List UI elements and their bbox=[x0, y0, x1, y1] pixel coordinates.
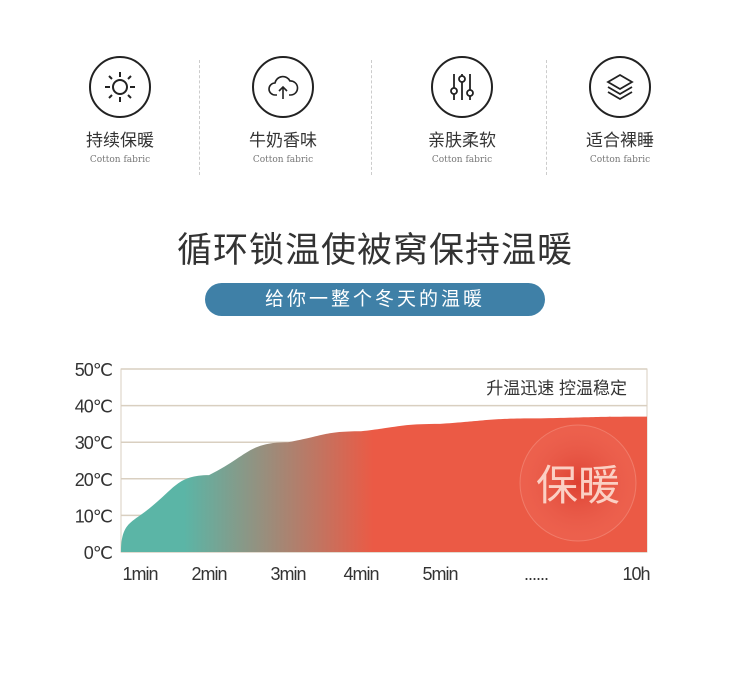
divider bbox=[371, 60, 372, 175]
feature-subtitle: Cotton fabric bbox=[431, 155, 493, 165]
feature-subtitle: Cotton fabric bbox=[252, 155, 314, 165]
layers-icon bbox=[589, 56, 651, 118]
feature-title: 亲肤柔软 bbox=[428, 131, 496, 151]
y-tick-label: 20℃ bbox=[75, 470, 112, 490]
y-tick-label: 50℃ bbox=[75, 360, 112, 380]
feature-subtitle: Cotton fabric bbox=[589, 155, 651, 165]
y-tick-label: 10℃ bbox=[75, 506, 112, 526]
sliders-icon bbox=[431, 56, 493, 118]
x-tick-label: 1min bbox=[122, 564, 157, 584]
feature-subtitle: Cotton fabric bbox=[89, 155, 151, 165]
x-tick-label: 10h bbox=[622, 564, 649, 584]
sun-icon bbox=[89, 56, 151, 118]
chart-annotation: 升温迅速 控温稳定 bbox=[486, 379, 627, 398]
temperature-area bbox=[121, 416, 647, 552]
divider bbox=[199, 60, 200, 175]
x-tick-label: 4min bbox=[343, 564, 378, 584]
y-tick-label: 40℃ bbox=[75, 397, 112, 417]
feature-title: 持续保暖 bbox=[86, 131, 154, 151]
y-tick-label: 30℃ bbox=[75, 433, 112, 453]
headline: 循环锁温使被窝保持温暖 bbox=[176, 231, 573, 271]
x-tick-label: ...... bbox=[524, 564, 548, 584]
feature-milk: 牛奶香味 Cotton fabric bbox=[213, 56, 353, 165]
feature-warmth: 持续保暖 Cotton fabric bbox=[50, 56, 190, 165]
badge-circle bbox=[519, 424, 637, 542]
feature-title: 适合裸睡 bbox=[586, 131, 654, 151]
x-tick-label: 2min bbox=[191, 564, 226, 584]
cloud-upload-icon bbox=[252, 56, 314, 118]
y-tick-label: 0℃ bbox=[84, 543, 112, 563]
feature-title: 牛奶香味 bbox=[249, 131, 317, 151]
x-tick-label: 5min bbox=[422, 564, 457, 584]
badge-label: 保暖 bbox=[536, 462, 620, 509]
subheadline-pill: 给你一整个冬天的温暖 bbox=[205, 283, 545, 316]
x-tick-label: 3min bbox=[270, 564, 305, 584]
feature-sleep: 适合裸睡 Cotton fabric bbox=[550, 56, 690, 165]
feature-soft: 亲肤柔软 Cotton fabric bbox=[392, 56, 532, 165]
divider bbox=[546, 60, 547, 175]
